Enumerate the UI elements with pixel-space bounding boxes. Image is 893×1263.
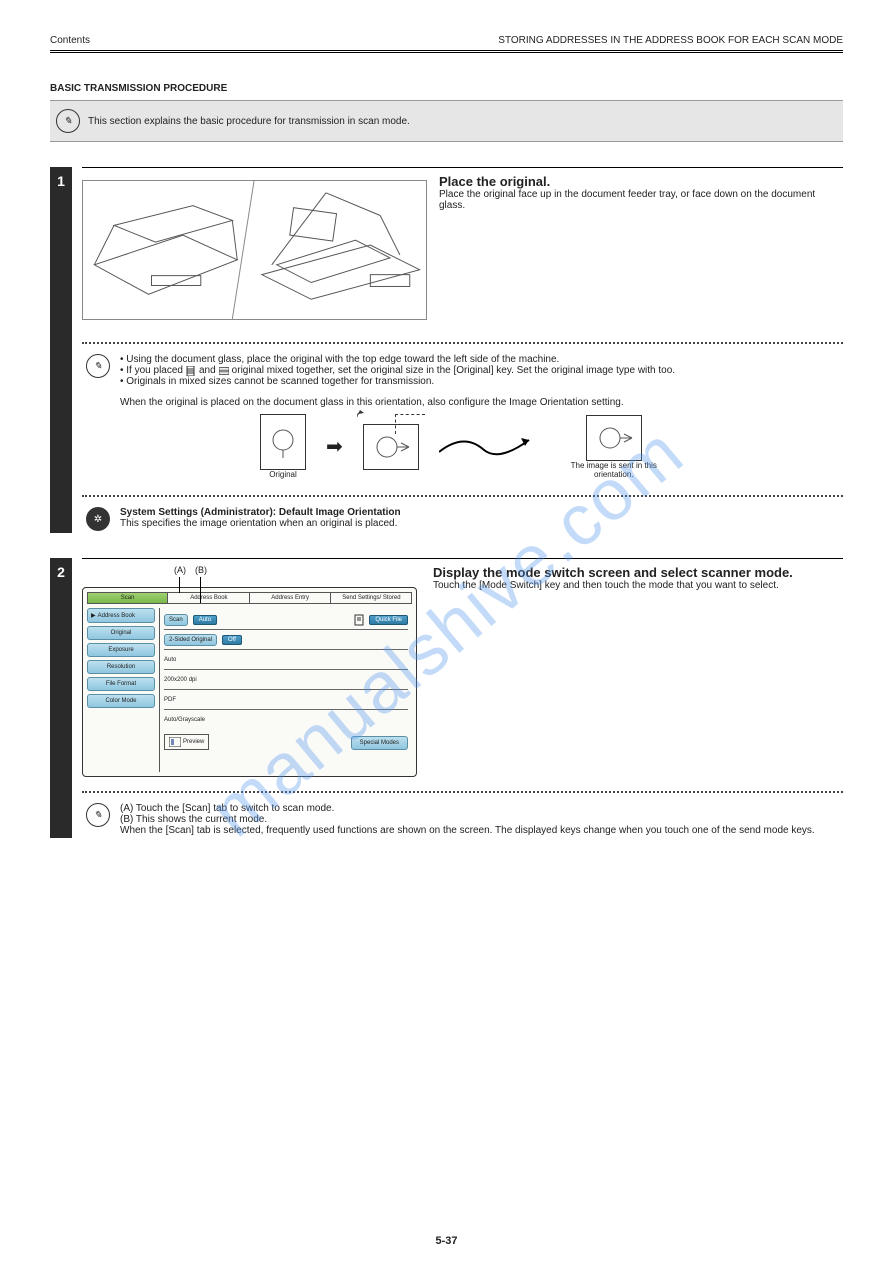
- body-title: BASIC TRANSMISSION PROCEDURE: [50, 83, 843, 94]
- step2-note-b: (B) This shows the current mode.: [120, 814, 843, 825]
- hdr-left[interactable]: Contents: [50, 35, 90, 46]
- special-modes-btn[interactable]: Special Modes: [351, 736, 408, 750]
- step2-sub: Touch the [Mode Switch] key and then tou…: [433, 580, 843, 591]
- color-val: Auto/Grayscale: [164, 717, 205, 723]
- leader-b: (B): [195, 565, 207, 575]
- leader-a: (A): [174, 565, 186, 575]
- arrow-right-icon: ➡: [326, 434, 343, 459]
- step1-b0: • Using the document glass, place the or…: [120, 354, 843, 365]
- touch-panel: Scan Address Book Address Entry Send Set…: [82, 587, 417, 777]
- step1-b2: • Originals in mixed sizes cannot be sca…: [120, 376, 843, 387]
- sysset-body: This specifies the image orientation whe…: [120, 518, 843, 529]
- step2-note-a: (A) Touch the [Scan] tab to switch to sc…: [120, 803, 843, 814]
- step1-sub: Place the original face up in the docume…: [439, 189, 843, 211]
- 2side-lab[interactable]: 2-Sided Original: [164, 634, 217, 646]
- scan-label[interactable]: Scan: [164, 614, 188, 626]
- btn-addrbook[interactable]: ▶Address Book: [87, 608, 155, 623]
- step1-head: Place the original.: [439, 174, 843, 189]
- page-icon: [354, 614, 364, 626]
- step-1: 1: [50, 167, 843, 533]
- tab-send[interactable]: Send Settings/ Stored: [332, 593, 411, 603]
- tab-addrentry[interactable]: Address Entry: [251, 593, 331, 603]
- step1-b1: • If you placed and original mixed toget…: [120, 365, 843, 376]
- 2side-val: Off: [222, 635, 242, 645]
- step-2: 2 (A) (B) Scan Address Book Address Entr…: [50, 558, 843, 838]
- page-number: 5-37: [435, 1235, 457, 1247]
- original-label: Original: [260, 470, 306, 479]
- btn-fileformat[interactable]: File Format: [87, 677, 155, 691]
- step2-note-c: When the [Scan] tab is selected, frequen…: [120, 825, 843, 836]
- gray-note: This section explains the basic procedur…: [88, 116, 410, 127]
- pencil-icon: ✎: [86, 803, 110, 827]
- preview-btn[interactable]: Preview: [164, 734, 209, 750]
- step1-orient-note: When the original is placed on the docum…: [120, 397, 843, 408]
- original-box: [260, 414, 306, 470]
- scan-val: Auto: [193, 615, 217, 625]
- preview-icon: [169, 737, 181, 747]
- step-number: 2: [50, 558, 72, 838]
- sent-box: [586, 415, 642, 461]
- quickfile-btn[interactable]: Quick File: [369, 615, 408, 625]
- btn-colormode[interactable]: Color Mode: [87, 694, 155, 708]
- portrait-orig-icon: [186, 366, 196, 376]
- pencil-icon: ✎: [86, 354, 110, 378]
- exp-val: Auto: [164, 657, 176, 663]
- tab-scan[interactable]: Scan: [88, 593, 168, 603]
- printer-illustration: [82, 180, 427, 320]
- hdr-right: STORING ADDRESSES IN THE ADDRESS BOOK FO…: [498, 35, 843, 46]
- gear-icon: ✲: [86, 507, 110, 531]
- sysset-head: System Settings (Administrator): Default…: [120, 507, 843, 518]
- pencil-icon: ✎: [56, 109, 80, 133]
- squiggle-arrow-icon: [439, 432, 539, 462]
- step-number: 1: [50, 167, 72, 533]
- btn-exposure[interactable]: Exposure: [87, 643, 155, 657]
- res-val: 200x200 dpi: [164, 677, 197, 683]
- sent-label: The image is sent in this orientation.: [559, 461, 669, 479]
- landscape-orig-icon: [219, 366, 229, 376]
- fmt-val: PDF: [164, 697, 176, 703]
- panel-tabs: Scan Address Book Address Entry Send Set…: [87, 592, 412, 604]
- step2-head: Display the mode switch screen and selec…: [433, 565, 843, 580]
- tab-addrbook[interactable]: Address Book: [169, 593, 249, 603]
- btn-resolution[interactable]: Resolution: [87, 660, 155, 674]
- btn-original[interactable]: Original: [87, 626, 155, 640]
